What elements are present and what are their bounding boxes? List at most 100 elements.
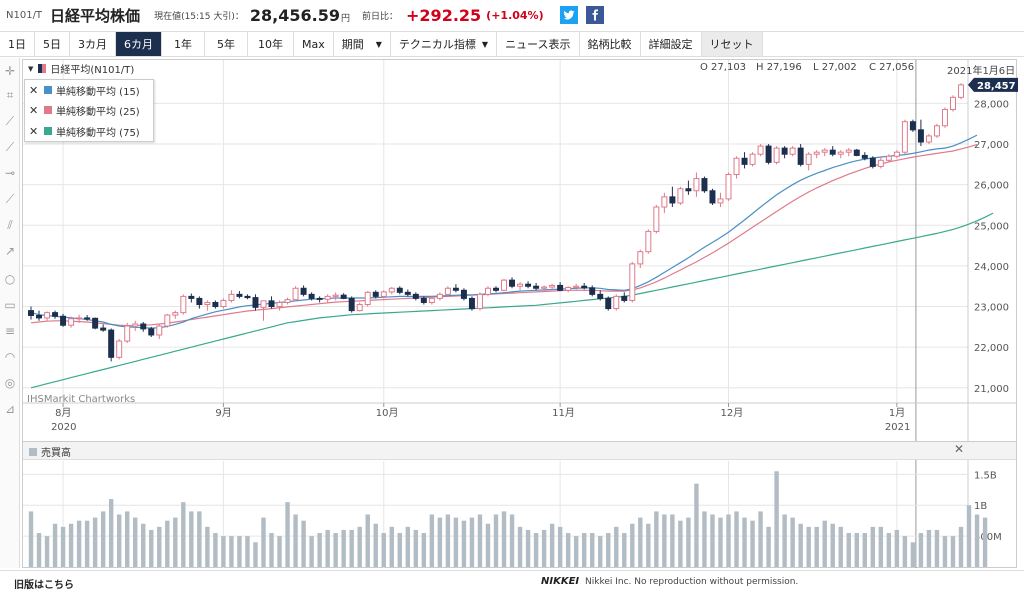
settings-button[interactable]: 詳細設定 xyxy=(640,32,702,56)
volume-bar xyxy=(205,526,210,567)
volume-bar xyxy=(966,505,972,567)
volume-bar xyxy=(453,517,459,567)
volume-bar xyxy=(413,529,419,567)
volume-bar xyxy=(702,511,707,567)
candle-body xyxy=(749,153,756,165)
x-tick-label: 10月 xyxy=(376,407,399,419)
range-10y-button[interactable]: 10年 xyxy=(248,32,294,56)
range-3m-button[interactable]: 3カ月 xyxy=(70,32,116,56)
candle-body xyxy=(581,285,588,289)
volume-bar xyxy=(485,523,491,567)
remove-icon[interactable]: ✕ xyxy=(29,83,39,97)
channel-icon[interactable]: ⫽ xyxy=(7,218,13,232)
volume-bar xyxy=(638,517,643,567)
circle-icon[interactable]: ○ xyxy=(4,272,16,286)
chevron-down-icon: ▼ xyxy=(375,39,382,49)
candle-body xyxy=(164,314,171,327)
range-6m-button[interactable]: 6カ月 xyxy=(116,32,162,56)
volume-bar xyxy=(141,523,146,567)
volume-bar xyxy=(942,536,948,567)
ohlc-close: C 27,056 xyxy=(869,62,915,73)
twitter-icon[interactable] xyxy=(559,6,578,24)
news-button[interactable]: ニュース表示 xyxy=(497,32,580,56)
volume-bar xyxy=(581,533,587,567)
chart-scale-icon[interactable]: ⊿ xyxy=(4,402,16,416)
facebook-icon[interactable] xyxy=(585,6,604,24)
arc-icon[interactable]: ◠ xyxy=(4,350,16,364)
period-dropdown[interactable]: 期間 ▼ xyxy=(333,32,391,56)
volume-bar xyxy=(918,533,924,567)
candle-body xyxy=(420,297,427,303)
legend-swatch xyxy=(44,86,52,94)
candle-body xyxy=(132,323,139,327)
volume-bar xyxy=(44,536,50,567)
candle-body xyxy=(404,291,411,295)
ray-icon[interactable]: ⊸ xyxy=(4,166,16,180)
reset-button[interactable]: リセット xyxy=(701,32,763,56)
rect-icon[interactable]: ▭ xyxy=(4,298,16,312)
range-5d-button[interactable]: 5日 xyxy=(35,32,70,56)
candle-body xyxy=(629,263,636,301)
candle-body xyxy=(412,293,419,299)
technical-dropdown[interactable]: テクニカル指標 ▼ xyxy=(390,32,498,56)
range-5y-button[interactable]: 5年 xyxy=(205,32,248,56)
volume-bar xyxy=(445,514,451,567)
candle-body xyxy=(308,293,315,299)
multiline-icon[interactable]: ⟋ xyxy=(5,140,15,154)
compare-button[interactable]: 銘柄比較 xyxy=(579,32,641,56)
remove-icon[interactable]: ✕ xyxy=(29,124,39,138)
candle-body xyxy=(853,149,860,156)
price-tick-label: 24,000 xyxy=(974,262,1009,273)
candle-body xyxy=(661,196,668,208)
volume-bar xyxy=(549,523,555,567)
range-1y-button[interactable]: 1年 xyxy=(162,32,205,56)
price-tick-label: 23,000 xyxy=(974,303,1009,314)
volume-bar xyxy=(293,514,298,567)
candle-body xyxy=(613,295,620,310)
old-version-link[interactable]: 旧版はこちら xyxy=(14,580,74,591)
zoom-icon[interactable]: ⌗ xyxy=(6,88,14,102)
range-max-button[interactable]: Max xyxy=(294,32,334,56)
candle-body xyxy=(204,301,211,306)
candle-body xyxy=(76,317,83,320)
volume-bar xyxy=(662,514,667,567)
candle-body xyxy=(757,145,764,155)
range-1d-button[interactable]: 1日 xyxy=(0,32,35,56)
volume-bar xyxy=(822,520,827,567)
trend-icon[interactable]: ⟋ xyxy=(5,192,15,206)
volume-bar xyxy=(317,533,322,567)
crosshair-icon[interactable]: ✛ xyxy=(4,64,16,78)
volume-bar xyxy=(541,529,547,567)
volume-bar xyxy=(894,529,900,567)
volume-bar xyxy=(173,517,178,567)
volume-bar xyxy=(461,520,467,567)
hover-date: 2021年1月6日 xyxy=(947,66,1016,77)
candle-body xyxy=(885,155,892,161)
candle-body xyxy=(605,297,612,310)
line-icon[interactable]: ⟋ xyxy=(5,114,15,128)
legend-item: ✕ 単純移動平均 (75) xyxy=(29,123,140,139)
volume-bar xyxy=(389,526,394,567)
candle-body xyxy=(116,340,123,358)
volume-bar xyxy=(493,514,499,567)
chevron-down-icon: ▼ xyxy=(481,39,489,49)
volume-bar xyxy=(301,520,306,567)
fib-icon[interactable]: ≡ xyxy=(4,324,16,338)
candle-body xyxy=(845,149,852,153)
remove-icon[interactable]: ✕ xyxy=(29,103,39,117)
candle-body xyxy=(348,297,355,312)
price-unit: 円 xyxy=(340,14,350,24)
last-price-label: 28,457 xyxy=(977,81,1016,92)
target-icon[interactable]: ◎ xyxy=(4,376,16,390)
candle-body xyxy=(541,286,548,289)
collapse-icon[interactable]: ▼ xyxy=(28,64,34,73)
volume-bar xyxy=(742,517,747,567)
candle-body xyxy=(44,312,51,319)
candle-body xyxy=(677,188,684,204)
arrow-icon[interactable]: ↗ xyxy=(4,244,16,258)
volume-bar xyxy=(525,529,531,567)
volume-bar xyxy=(92,517,98,567)
close-icon[interactable]: ✕ xyxy=(954,442,965,456)
candle-body xyxy=(220,299,227,308)
